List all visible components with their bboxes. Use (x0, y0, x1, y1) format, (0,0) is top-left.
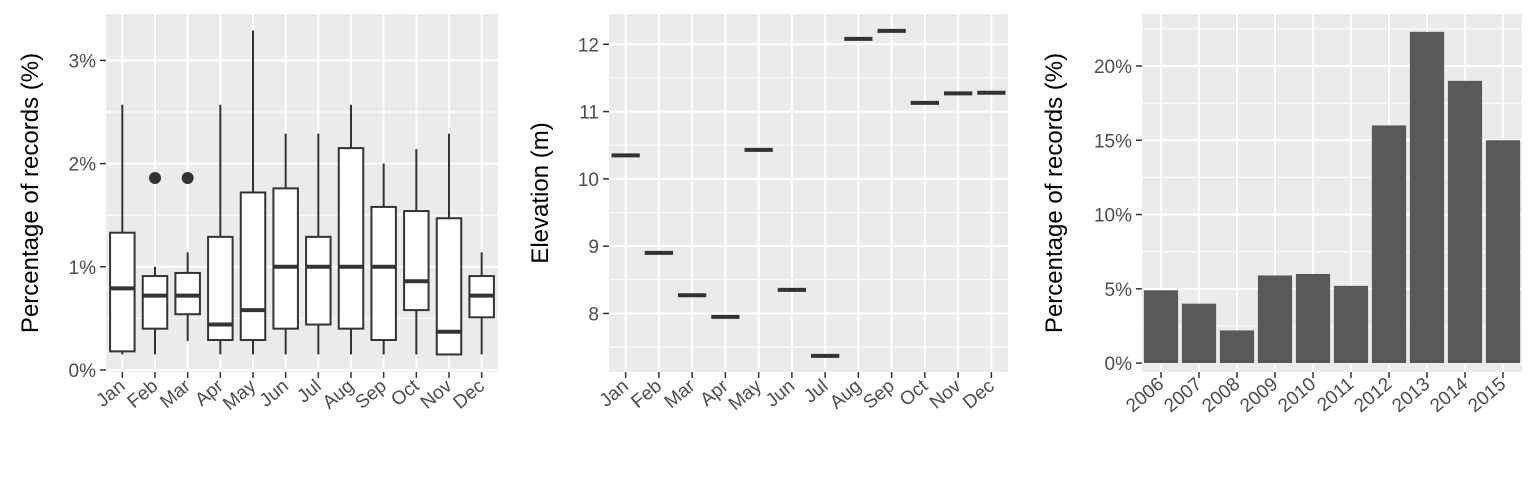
x-tick-label: May (219, 375, 260, 414)
box-jan (109, 104, 136, 355)
y-axis-title: Percentage of records (%) (17, 53, 44, 333)
box-mar (174, 172, 201, 342)
x-tick-label: Jun (256, 376, 293, 412)
box-iqr (174, 271, 201, 316)
box-jul (305, 133, 332, 355)
x-tick-label: 2006 (1122, 374, 1168, 417)
box-iqr (435, 217, 463, 356)
y-tick-label: 0% (1105, 354, 1133, 375)
bar-2007 (1181, 303, 1217, 364)
x-tick-label: Mar (661, 375, 700, 413)
y-tick-label: 2% (69, 155, 97, 176)
bar-2015 (1485, 140, 1521, 364)
x-tick-label: 2008 (1198, 374, 1244, 417)
y-tick-label: 15% (1094, 131, 1132, 152)
bar-2008 (1219, 330, 1255, 364)
y-tick-label: 8 (588, 304, 599, 325)
x-tick-label: May (725, 375, 766, 414)
x-tick-label: Nov (417, 375, 457, 413)
y-tick-label: 3% (69, 51, 97, 72)
y-tick-label: 12 (578, 35, 599, 56)
outlier-point (149, 172, 161, 185)
x-tick-label: 2015 (1464, 374, 1510, 417)
plot-background (609, 14, 1008, 372)
x-tick-label: Jul (293, 376, 325, 408)
y-tick-label: 5% (1105, 280, 1133, 301)
x-tick-label: Nov (926, 375, 966, 413)
box-may (239, 30, 267, 355)
y-axis-title: Percentage of records (%) (1041, 53, 1068, 333)
yearly-bar-panel: 0%5%10%15%20%200620072008200920102011201… (1041, 14, 1522, 417)
x-tick-label: Apr (696, 375, 733, 411)
y-axis-title: Elevation (m) (527, 122, 554, 263)
outlier-point (181, 172, 194, 185)
x-tick-label: Dec (449, 376, 488, 414)
bar-2010 (1295, 273, 1331, 364)
x-tick-label: Sep (859, 376, 898, 414)
x-tick-label: Jun (762, 376, 799, 412)
bar-2013 (1409, 31, 1445, 364)
x-tick-label: Aug (826, 376, 865, 414)
x-tick-label: Oct (896, 375, 933, 411)
bar-2014 (1447, 80, 1483, 364)
bar-2012 (1371, 125, 1407, 364)
x-tick-label: 2010 (1274, 374, 1320, 417)
box-aug (337, 104, 365, 355)
box-iqr (272, 187, 299, 330)
box-iqr (305, 235, 332, 326)
plot-background (106, 14, 498, 372)
x-tick-label: Apr (191, 375, 228, 411)
box-dec (468, 252, 495, 355)
box-apr (207, 104, 234, 355)
y-tick-label: 20% (1094, 57, 1132, 78)
box-oct (403, 149, 430, 355)
x-tick-label: 2007 (1160, 374, 1206, 417)
x-tick-label: Dec (959, 376, 998, 414)
box-jun (272, 133, 299, 355)
box-nov (435, 133, 463, 356)
box-sep (370, 163, 397, 355)
x-tick-label: 2011 (1313, 374, 1358, 416)
x-tick-label: Feb (628, 376, 667, 413)
x-tick-label: Jan (93, 376, 130, 412)
y-tick-label: 0% (69, 361, 97, 382)
bar-2009 (1257, 275, 1293, 364)
x-tick-label: 2009 (1236, 374, 1282, 417)
x-tick-label: 2013 (1388, 374, 1434, 417)
box-iqr (370, 205, 397, 342)
y-tick-label: 11 (579, 103, 599, 124)
x-tick-label: 2012 (1350, 374, 1396, 417)
y-tick-label: 10 (578, 170, 599, 191)
x-tick-label: Feb (124, 376, 163, 413)
box-iqr (403, 210, 430, 312)
bar-2011 (1333, 285, 1369, 364)
box-iqr (141, 275, 169, 330)
bar-2006 (1143, 290, 1179, 364)
x-tick-label: Mar (156, 375, 195, 413)
y-tick-label: 9 (588, 237, 599, 258)
box-iqr (109, 231, 136, 353)
box-iqr (239, 191, 267, 342)
x-tick-label: Sep (351, 376, 390, 414)
x-tick-label: Aug (319, 376, 358, 414)
x-tick-label: 2014 (1426, 373, 1472, 417)
y-tick-label: 10% (1094, 206, 1132, 227)
x-tick-label: Oct (387, 375, 424, 411)
box-iqr (337, 147, 365, 330)
y-tick-label: 1% (69, 258, 97, 279)
x-tick-label: Jul (800, 376, 832, 408)
box-feb (141, 172, 169, 355)
x-tick-label: Jan (596, 376, 633, 412)
